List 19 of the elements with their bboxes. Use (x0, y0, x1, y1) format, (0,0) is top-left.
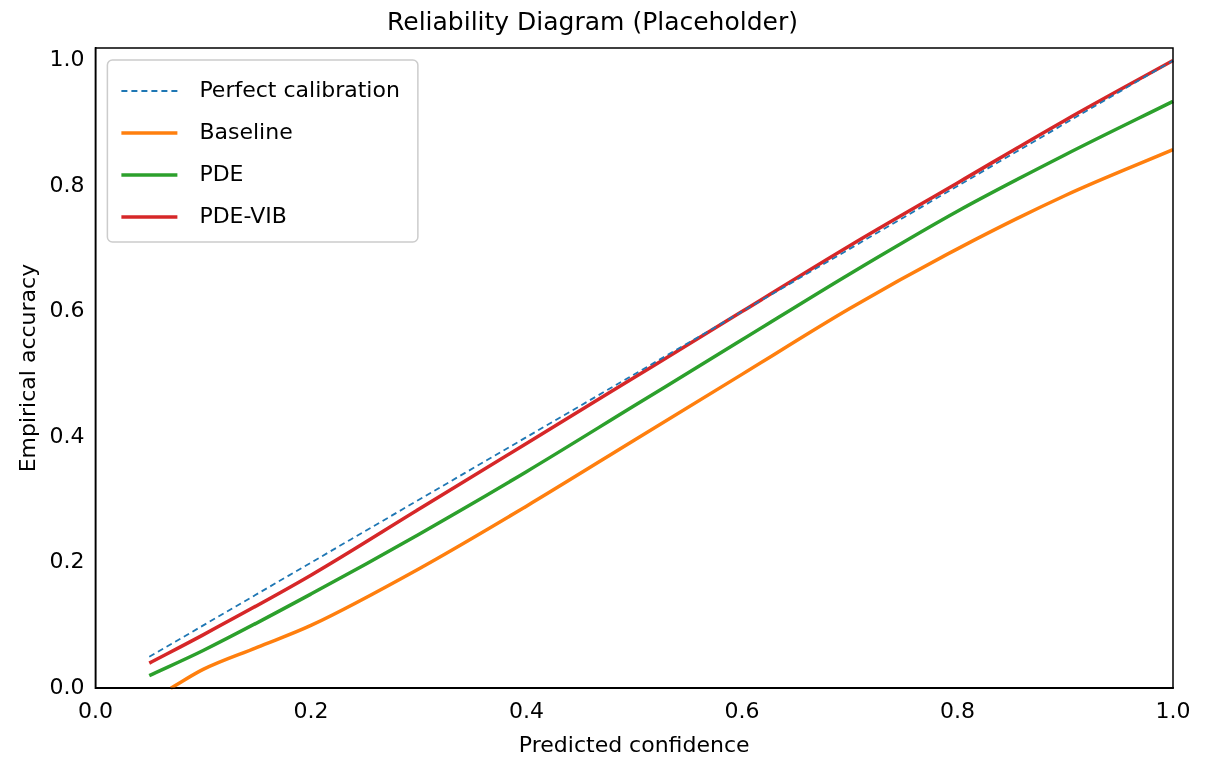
legend-label: PDE (199, 160, 244, 186)
y-tick-label: 0.4 (49, 422, 85, 448)
legend-label: Perfect calibration (199, 76, 400, 102)
x-axis-title: Predicted confidence (518, 731, 750, 757)
y-axis-title: Empirical accuracy (14, 263, 40, 473)
y-tick-label: 0.0 (49, 673, 85, 699)
legend-label: PDE-VIB (199, 202, 287, 228)
y-tick-label: 0.6 (49, 297, 85, 323)
x-tick-label: 0.8 (939, 698, 975, 724)
y-tick-label: 1.0 (49, 46, 85, 72)
x-tick-label: 0.6 (724, 698, 760, 724)
legend-label: Baseline (199, 118, 293, 144)
x-tick-label: 0.2 (293, 698, 329, 724)
y-tick-label: 0.8 (49, 171, 85, 197)
x-tick-label: 0.4 (508, 698, 544, 724)
x-tick-label: 1.0 (1155, 698, 1191, 724)
y-tick-label: 0.2 (49, 548, 85, 574)
x-tick-label: 0.0 (77, 698, 113, 724)
chart-title: Reliability Diagram (Placeholder) (387, 6, 798, 36)
